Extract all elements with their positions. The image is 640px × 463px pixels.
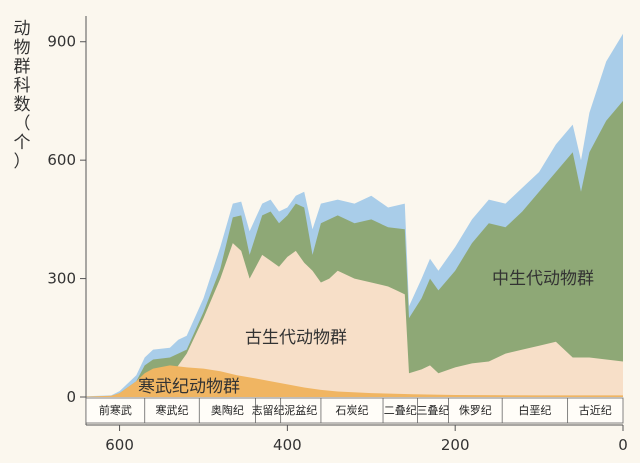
axes (80, 16, 624, 431)
x-tick-label: 400 (273, 436, 302, 454)
fauna-labels: 中生代动物群 古生代动物群 寒武纪动物群 (138, 269, 594, 397)
period-label: 白垩纪 (518, 403, 551, 417)
period-label: 三叠纪 (416, 404, 449, 417)
annotation-modern-fauna: 中生代动物群 (492, 269, 594, 289)
y-label-char: ） (14, 152, 31, 172)
area-paleozoic (86, 243, 623, 397)
area-cambrian (86, 365, 623, 397)
period-label: 寒武纪 (156, 403, 189, 417)
y-tick-label: 0 (66, 388, 76, 406)
x-tick-label: 600 (105, 436, 134, 454)
y-label-char: 科 (14, 76, 31, 96)
tick-labels: 0 300 600 900 600 400 200 0 (47, 33, 627, 454)
period-label: 奥陶纪 (211, 403, 244, 417)
period-label: 前寒武 (99, 403, 132, 417)
annotation-paleozoic-fauna: 古生代动物群 (245, 328, 347, 348)
y-label-char: 动 (14, 19, 31, 39)
period-label: 石炭纪 (335, 404, 368, 417)
y-label-char: 个 (14, 133, 31, 153)
period-label: 二叠纪 (384, 404, 417, 417)
area-series (86, 33, 623, 398)
period-band-box (85, 397, 624, 424)
period-label: 侏罗纪 (459, 404, 492, 417)
y-tick-label: 600 (47, 151, 76, 169)
y-label-char: 数 (14, 95, 31, 115)
y-label-char: 物 (14, 38, 31, 58)
period-label: 古近纪 (579, 404, 612, 417)
y-tick-label: 900 (47, 33, 76, 51)
y-label-char: 群 (14, 57, 31, 77)
x-tick-label: 0 (618, 436, 628, 454)
period-label: 志留纪 (252, 404, 285, 417)
period-label: 泥盆纪 (284, 403, 317, 417)
x-tick-label: 200 (441, 436, 470, 454)
period-band: 前寒武 寒武纪 奥陶纪 志留纪 泥盆纪 石炭纪 二叠纪 三叠纪 侏罗纪 白垩纪 古近纪 (85, 397, 624, 424)
y-label-char: （ (14, 114, 31, 134)
annotation-cambrian-fauna: 寒武纪动物群 (138, 377, 240, 397)
y-tick-label: 300 (47, 270, 76, 288)
